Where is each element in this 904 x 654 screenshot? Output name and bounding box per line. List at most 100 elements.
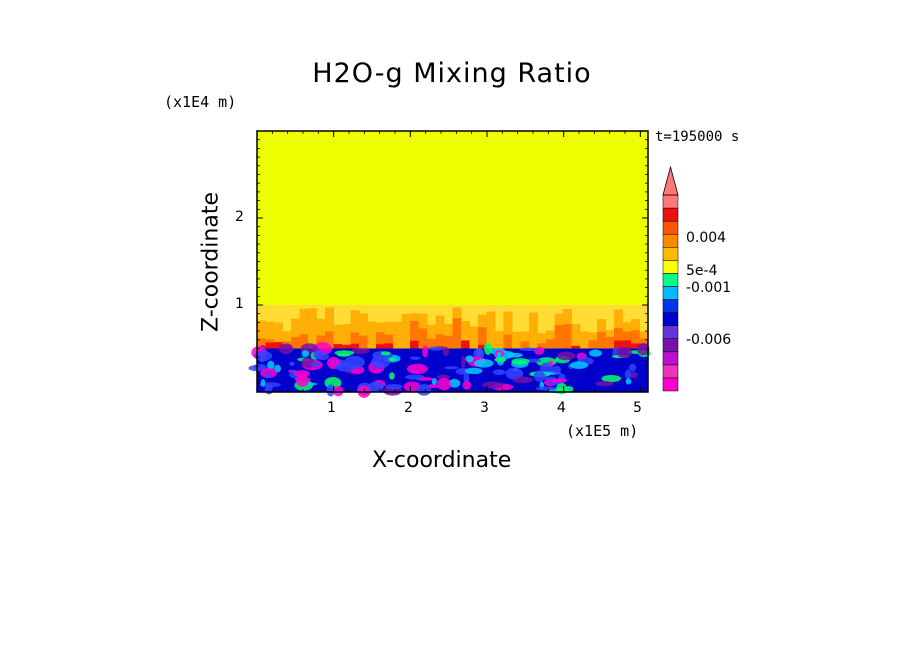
transition-plume xyxy=(350,343,360,349)
transition-plume xyxy=(622,340,632,349)
transition-plume xyxy=(537,343,547,349)
lower-eddy xyxy=(548,360,554,367)
transition-plume xyxy=(342,344,351,349)
colorbar-segment xyxy=(662,312,679,326)
transition-plume xyxy=(384,334,394,349)
colorbar-segment xyxy=(662,233,679,248)
transition-plume xyxy=(571,323,581,349)
lower-eddy xyxy=(628,363,637,372)
transition-plume xyxy=(520,341,530,349)
lower-eddy xyxy=(505,367,524,380)
transition-plume xyxy=(427,324,436,349)
lower-eddy xyxy=(624,369,632,380)
lower-eddy xyxy=(625,378,632,385)
transition-plume xyxy=(622,331,632,349)
lower-eddy xyxy=(473,358,494,368)
colorbar-segment xyxy=(662,299,679,313)
lower-eddy xyxy=(274,364,281,373)
transition-plume xyxy=(274,342,283,349)
transition-plume xyxy=(299,334,309,349)
lower-eddy xyxy=(254,350,273,362)
colorbar-arrow xyxy=(662,165,679,196)
lower-eddy xyxy=(406,363,428,375)
transition-plume xyxy=(291,318,300,349)
colorbar-segment xyxy=(662,351,679,366)
lower-eddy xyxy=(557,351,576,361)
transition-plume xyxy=(503,311,513,349)
transition-plume xyxy=(418,328,428,349)
lower-eddy xyxy=(436,374,451,380)
transition-plume xyxy=(333,344,343,349)
lower-eddy xyxy=(569,361,589,369)
transition-plume xyxy=(342,324,351,349)
transition-plume xyxy=(631,330,640,349)
lower-eddy xyxy=(494,357,507,362)
x-tick-label: 3 xyxy=(480,400,489,416)
lower-eddy xyxy=(462,380,472,390)
transition-plume xyxy=(631,343,640,349)
lower-eddy xyxy=(519,347,540,352)
transition-plume xyxy=(299,308,309,349)
transition-plume xyxy=(435,334,445,349)
lower-eddy xyxy=(301,350,309,358)
lower-eddy xyxy=(310,361,320,367)
transition-plume xyxy=(520,331,530,349)
transition-plume xyxy=(359,313,368,349)
transition-plume xyxy=(597,331,606,349)
lower-eddy xyxy=(326,384,335,397)
transition-plume xyxy=(614,340,623,349)
lower-eddy xyxy=(337,353,351,357)
lower-eddy xyxy=(409,356,421,360)
lower-eddy xyxy=(601,374,622,383)
transition-plume xyxy=(308,308,317,349)
transition-plume xyxy=(376,344,385,349)
lower-eddy xyxy=(465,355,474,363)
lower-eddy xyxy=(416,384,432,396)
lower-eddy xyxy=(511,358,530,365)
colorbar-label: -0.001 xyxy=(686,280,732,296)
lower-eddy xyxy=(464,367,483,375)
transition-plume xyxy=(537,333,547,349)
transition-plume xyxy=(571,345,581,349)
lower-eddy xyxy=(289,361,295,367)
lower-eddy xyxy=(301,357,315,368)
transition-plume xyxy=(257,338,266,349)
lower-eddy xyxy=(422,345,429,358)
transition-plume xyxy=(469,326,479,349)
upper-region xyxy=(257,131,648,305)
transition-plume xyxy=(427,338,436,349)
transition-plume xyxy=(461,340,470,349)
transition-plume xyxy=(588,340,598,349)
lower-eddy xyxy=(296,374,309,387)
colorbar-segment xyxy=(662,220,679,235)
lower-eddy xyxy=(260,379,266,387)
transition-plume xyxy=(265,342,275,349)
transition-plume xyxy=(486,311,496,349)
lower-eddy xyxy=(332,385,344,397)
transition-plume xyxy=(605,336,615,349)
z-axis-units: (x1E4 m) xyxy=(164,93,237,111)
transition-plume xyxy=(614,327,623,349)
lower-eddy xyxy=(253,363,267,370)
colorbar-segment xyxy=(662,194,679,209)
x-tick-label: 1 xyxy=(327,400,336,416)
colorbar-segment xyxy=(662,377,679,392)
lower-eddy xyxy=(442,346,449,357)
transition-plume xyxy=(384,343,394,349)
time-stamp: t=195000 s xyxy=(655,129,740,145)
colorbar-segment xyxy=(662,286,679,300)
lower-eddy xyxy=(463,372,470,384)
lower-eddy xyxy=(264,372,272,378)
lower-eddy xyxy=(616,346,632,359)
lower-eddy xyxy=(496,352,502,358)
lower-eddy xyxy=(428,346,444,351)
colorbar-label: -0.006 xyxy=(686,332,732,348)
lower-eddy xyxy=(461,355,466,369)
transition-plume xyxy=(325,331,334,349)
colorbar-segment xyxy=(662,207,679,222)
lower-eddy xyxy=(535,386,557,391)
transition-plume xyxy=(325,307,334,349)
transition-plume xyxy=(350,310,360,349)
transition-plume xyxy=(503,334,513,349)
